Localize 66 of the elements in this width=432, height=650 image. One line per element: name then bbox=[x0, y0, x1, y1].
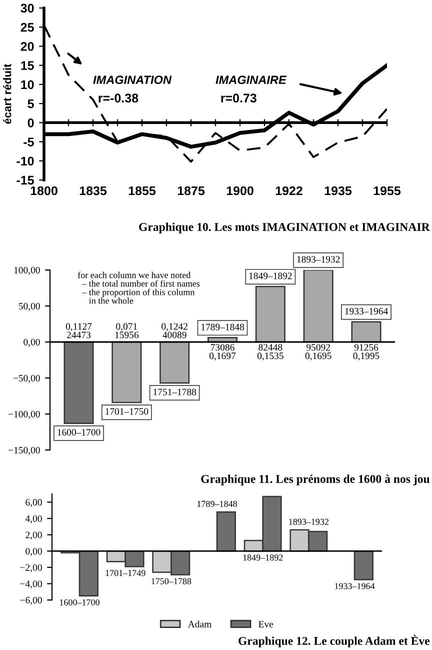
x-tick-label: 1893–1932 bbox=[297, 256, 340, 263]
annotation: 95092 0,1695 bbox=[305, 344, 332, 361]
x-tick-label: 1835 bbox=[80, 186, 107, 196]
text: Graphique 12. Le couple Adam et Ève bbox=[238, 634, 430, 648]
annotation: 91256 0,1995 bbox=[353, 344, 380, 361]
y-tick-label: −2,00 bbox=[20, 564, 42, 572]
annotation: 0,071 15956 bbox=[115, 323, 139, 338]
y-tick-label: −50,00 bbox=[13, 374, 40, 383]
y-tick-label: 100,00 bbox=[14, 266, 40, 275]
x-tick-label: 1955 bbox=[374, 186, 401, 196]
y-tick-label: 30 bbox=[20, 4, 34, 13]
x-tick-label: 1875 bbox=[178, 186, 205, 196]
y-tick-label: 0,00 bbox=[24, 338, 40, 347]
y-tick-label: -5 bbox=[24, 138, 34, 146]
x-tick-label: 1849–1892 bbox=[243, 554, 283, 561]
y-tick-label: -10 bbox=[16, 156, 34, 166]
y-tick-label: −100,00 bbox=[8, 410, 40, 419]
annotation: 73086 0,1697 bbox=[210, 344, 236, 361]
x-tick-label: 1701–1750 bbox=[106, 408, 148, 415]
y-tick-label: 10 bbox=[21, 80, 34, 90]
x-tick-label: 1933–1964 bbox=[334, 583, 375, 590]
legend-label: Eve bbox=[258, 620, 274, 628]
y-tick-label: 15 bbox=[21, 61, 34, 70]
x-tick-label: 1935 bbox=[324, 186, 352, 196]
x-tick-label: 1900 bbox=[226, 186, 254, 196]
text: Graphique 11. Les prénoms de 1600 à nos jou bbox=[201, 474, 430, 486]
y-tick-label: 25 bbox=[20, 22, 34, 32]
x-tick-label: 1855 bbox=[128, 186, 156, 196]
x-tick-label: 1789–1848 bbox=[197, 500, 237, 507]
text: Graphique 10. Les mots IMAGINATION et IMAGINAIR bbox=[139, 222, 430, 234]
annotation: 82448 0,1535 bbox=[257, 344, 284, 361]
annotation: r=0.73 bbox=[221, 94, 256, 103]
y-tick-label: 50,00 bbox=[18, 302, 40, 311]
x-tick-label: 1701–1749 bbox=[106, 570, 146, 576]
y-tick-label: −150,00 bbox=[8, 446, 40, 455]
y-tick-label: 2,00 bbox=[26, 532, 42, 540]
y-axis-title: écart réduit bbox=[2, 64, 12, 124]
annotation: 0,1242 40089 bbox=[162, 323, 188, 338]
annotation: 0,1127 24473 bbox=[66, 323, 92, 338]
series-label: IMAGINATION bbox=[93, 76, 172, 84]
y-tick-label: −6,00 bbox=[20, 596, 42, 605]
text: IMAGINAIRE bbox=[216, 76, 287, 84]
x-tick-label: 1600–1700 bbox=[60, 599, 100, 606]
x-tick-label: 1600–1700 bbox=[58, 429, 100, 436]
bar bbox=[303, 270, 334, 343]
x-tick-label: 1922 bbox=[276, 186, 302, 196]
y-tick-label: 5 bbox=[28, 99, 34, 108]
bar bbox=[216, 511, 236, 552]
annotation: for each column we have noted – the total number of first names – the proportion of this column in the whole bbox=[78, 272, 200, 304]
y-tick-label: -15 bbox=[16, 176, 34, 185]
x-tick-label: 1849–1892 bbox=[249, 272, 292, 280]
x-tick-label: 1893–1932 bbox=[289, 518, 328, 525]
x-tick-label: 1751–1788 bbox=[154, 388, 196, 396]
annotation: r=-0.38 bbox=[98, 94, 138, 103]
y-tick-label: 0 bbox=[28, 118, 34, 128]
x-tick-label: 1933–1964 bbox=[345, 308, 388, 314]
bar bbox=[354, 550, 374, 580]
y-tick-label: 6,00 bbox=[26, 499, 42, 508]
y-tick-label: 0,00 bbox=[26, 548, 42, 556]
y-tick-label: 4,00 bbox=[25, 515, 42, 524]
x-tick-label: 1789–1848 bbox=[201, 324, 244, 330]
x-tick-label: 1800 bbox=[30, 186, 58, 196]
x-tick-label: 1750–1788 bbox=[152, 578, 192, 584]
y-tick-label: −4,00 bbox=[20, 580, 42, 589]
legend-label: Adam bbox=[188, 620, 212, 628]
y-tick-label: 20 bbox=[20, 42, 34, 51]
